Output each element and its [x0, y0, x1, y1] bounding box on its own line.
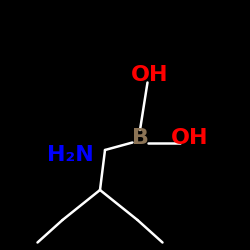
Text: OH: OH [171, 128, 209, 148]
Text: OH: OH [131, 65, 169, 85]
Text: B: B [132, 128, 148, 148]
Text: H₂N: H₂N [46, 145, 94, 165]
